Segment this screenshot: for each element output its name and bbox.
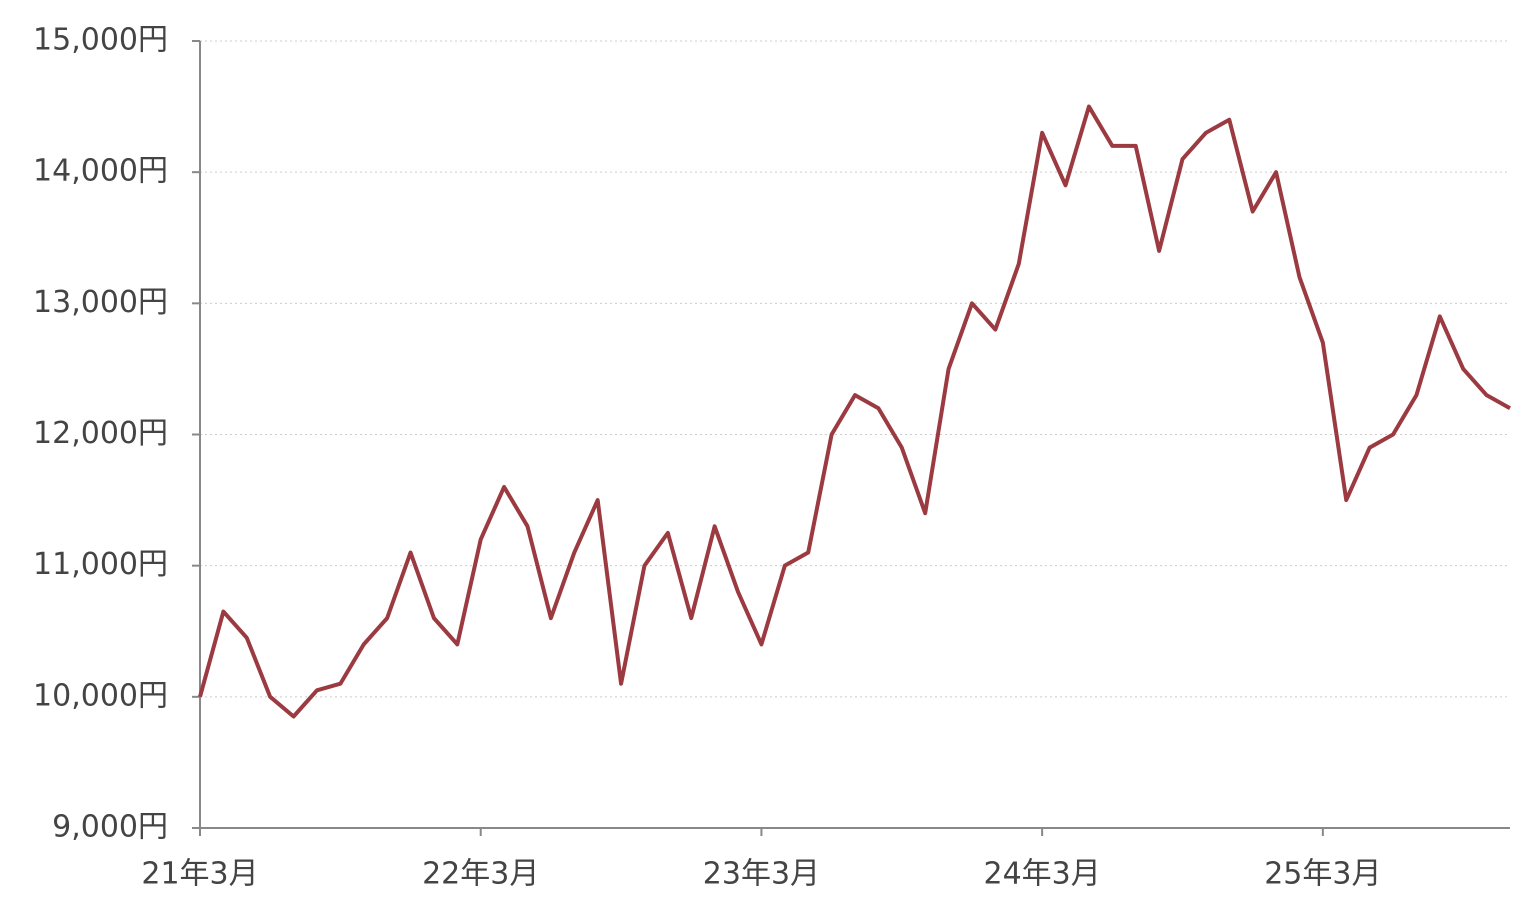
- x-tick-label: 25年3月: [1264, 857, 1381, 892]
- y-tick-label: 13,000円: [33, 285, 168, 320]
- x-tick-label: 21年3月: [141, 857, 258, 892]
- x-tick-label: 22年3月: [422, 857, 539, 892]
- y-tick-label: 15,000円: [33, 23, 168, 58]
- line-series: [198, 104, 1511, 719]
- y-tick-label: 11,000円: [33, 547, 168, 582]
- y-tick-label: 12,000円: [33, 416, 168, 451]
- y-tick-label: 10,000円: [33, 678, 168, 713]
- y-tick-label: 14,000円: [33, 154, 168, 189]
- x-tick-label: 24年3月: [984, 857, 1101, 892]
- x-tick-label: 23年3月: [703, 857, 820, 892]
- y-tick-label: 9,000円: [52, 810, 168, 845]
